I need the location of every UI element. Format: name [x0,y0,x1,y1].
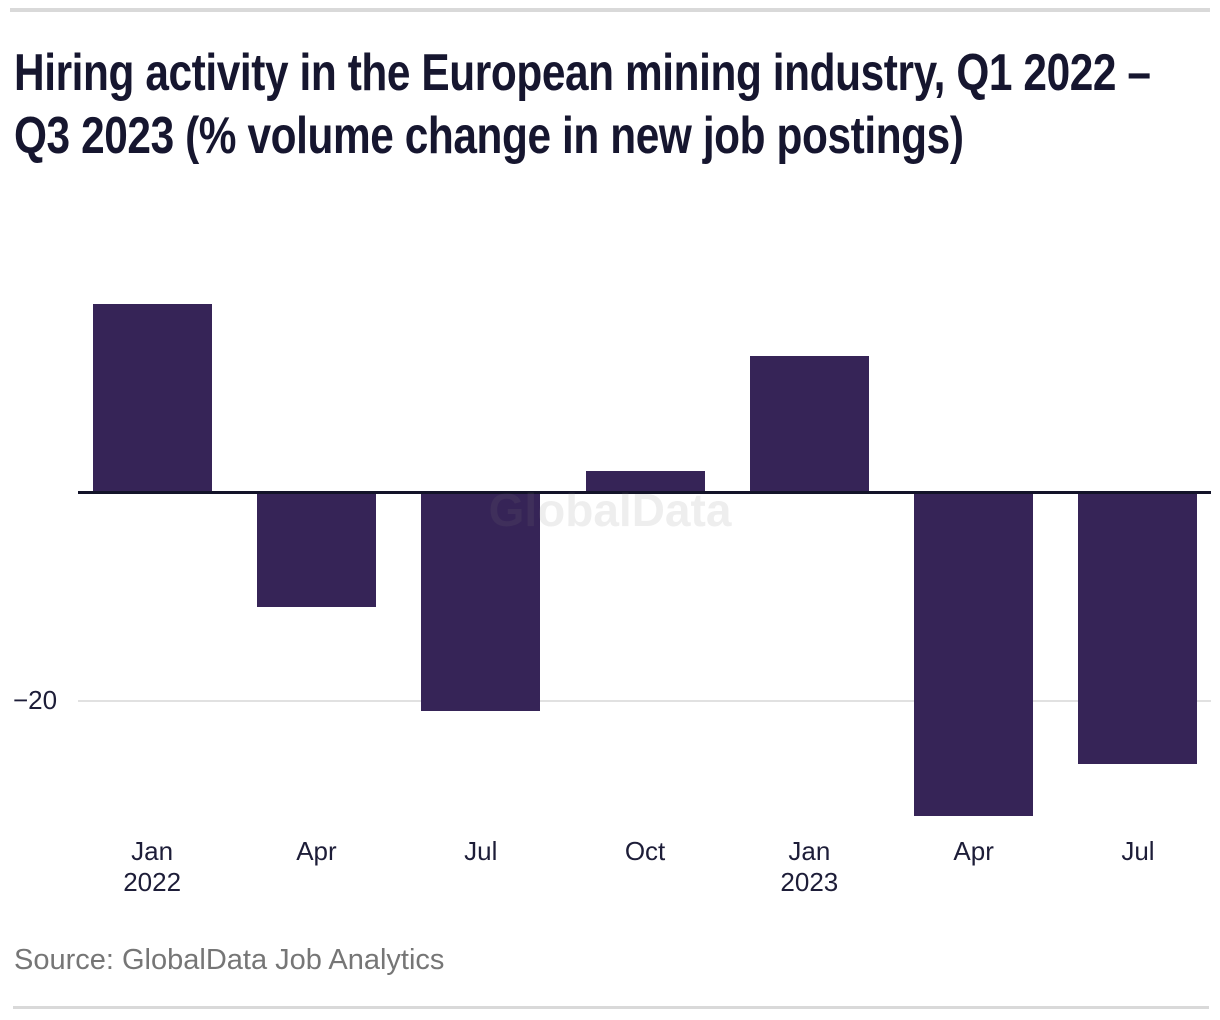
gridline--20 [78,700,1211,702]
x-tick-text: Jul [464,836,498,866]
bar-apr-2022 [256,492,376,607]
x-tick-text: Jan [788,836,831,866]
x-tick-text: 2023 [780,867,839,897]
x-tick-text: 2022 [123,867,182,897]
x-tick-text: Apr [953,836,994,866]
bar-oct-2022 [585,471,705,492]
chart-title: Hiring activity in the European mining i… [14,44,1151,165]
bar-jul-2022 [421,492,541,712]
x-axis-tick-label-apr-2022: Apr [234,836,398,867]
bar-jan-2022 [92,303,212,492]
bar-jul-2023 [1078,492,1198,764]
x-tick-text: Oct [624,836,666,866]
x-axis-tick-label-jul-2022: Jul [399,836,563,867]
x-tick-text: Jan [131,836,174,866]
zero-baseline [78,491,1211,494]
x-axis-tick-label-apr-2023: Apr [892,836,1056,867]
x-tick-text: Apr [296,836,337,866]
y-axis-tick-label--20: −20 [13,685,58,715]
x-axis-tick-label-jul-2023: Jul [1056,836,1220,867]
bottom-border-rule [13,1006,1209,1009]
top-border-rule [10,8,1210,12]
x-axis-tick-label-jan-2023: Jan 2023 [727,836,891,898]
bar-apr-2023 [914,492,1034,816]
x-tick-text: Jul [1121,836,1155,866]
source-attribution: Source: GlobalData Job Analytics [14,944,445,976]
x-axis-tick-label-jan-2022: Jan 2022 [70,836,234,898]
x-axis-tick-label-oct-2022: Oct [563,836,727,867]
bar-jan-2023 [749,356,869,492]
